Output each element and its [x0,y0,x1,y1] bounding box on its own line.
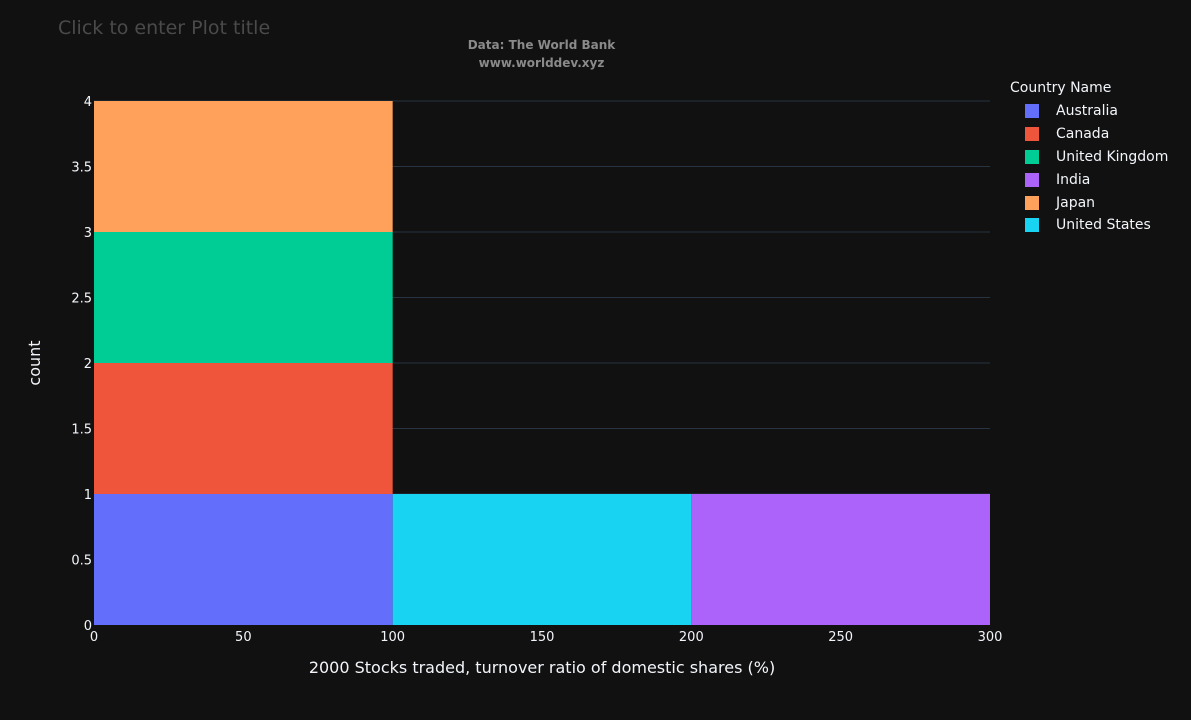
legend-label: Japan [1056,194,1096,211]
x-tick-label: 150 [530,630,555,645]
x-axis-title: 2000 Stocks traded, turnover ratio of do… [309,658,775,677]
x-tick-label: 0 [90,630,98,645]
website-annotation: www.worlddev.xyz [478,56,605,70]
source-annotation: Data: The World Bank [467,38,616,52]
y-tick-label: 1 [84,488,92,503]
x-tick-label: 250 [828,630,853,645]
legend-item-united-kingdom[interactable]: United Kingdom [1010,146,1168,169]
y-tick-label: 1.5 [71,423,92,438]
legend-item-india[interactable]: India [1010,168,1168,191]
legend-item-united-states[interactable]: United States [1010,214,1168,237]
y-tick-label: 3 [84,226,92,241]
legend-swatch [1025,218,1039,233]
legend-swatch [1025,149,1039,164]
y-axis-title: count [25,340,44,385]
legend-swatch [1025,127,1039,142]
legend-title: Country Name [1010,80,1112,96]
x-tick-label: 200 [679,630,704,645]
y-tick-label: 3.5 [71,161,92,176]
legend-label: India [1056,171,1091,188]
plot-title-placeholder[interactable]: Click to enter Plot title [58,17,271,39]
bar-australia[interactable] [94,494,393,625]
bar-united-kingdom[interactable] [94,232,393,363]
y-tick-label: 2 [84,357,92,372]
x-tick-label: 50 [235,630,252,645]
legend-swatch [1025,172,1039,187]
legend-swatch [1025,104,1039,119]
legend-label: Canada [1056,126,1110,143]
y-tick-label: 4 [84,95,92,110]
x-tick-label: 100 [380,630,405,645]
legend-label: United Kingdom [1056,148,1169,165]
bar-united-states[interactable] [392,494,692,625]
bar-india[interactable] [691,494,990,625]
legend-item-japan[interactable]: Japan [1010,191,1168,214]
legend: Country Name Australia Canada United Kin… [1010,78,1168,237]
bar-japan[interactable] [94,101,393,232]
x-tick-label: 300 [978,630,1003,645]
y-tick-label: 0.5 [71,554,92,569]
y-tick-label: 2.5 [71,292,92,307]
legend-item-canada[interactable]: Canada [1010,123,1168,146]
legend-label: United States [1056,217,1151,234]
legend-label: Australia [1056,103,1118,120]
bar-canada[interactable] [94,363,393,494]
legend-item-australia[interactable]: Australia [1010,100,1168,123]
legend-swatch [1025,195,1039,210]
y-tick-label: 0 [84,619,92,634]
